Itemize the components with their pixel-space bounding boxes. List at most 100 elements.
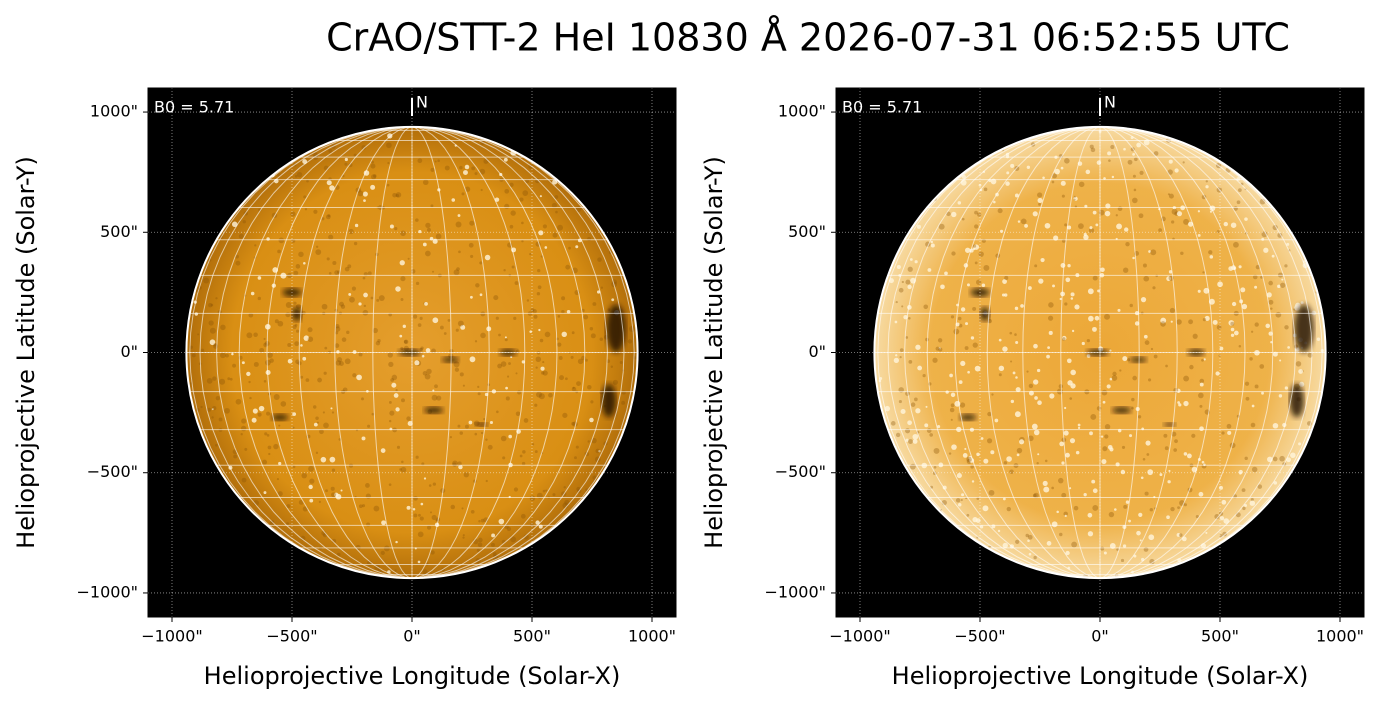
texture — [336, 552, 341, 557]
texture — [935, 346, 940, 351]
texture — [1148, 534, 1155, 541]
texture — [209, 339, 216, 346]
texture — [1204, 315, 1210, 321]
texture — [471, 166, 476, 171]
texture — [1168, 193, 1174, 199]
texture — [218, 417, 223, 422]
texture — [1110, 144, 1115, 150]
texture — [566, 309, 571, 314]
texture — [278, 237, 285, 244]
texture — [540, 255, 543, 258]
texture — [358, 352, 363, 357]
texture — [292, 465, 296, 469]
texture — [480, 311, 486, 317]
texture — [1251, 404, 1255, 408]
texture — [1033, 492, 1039, 499]
texture — [290, 211, 296, 217]
texture — [1109, 377, 1113, 381]
texture — [535, 366, 538, 369]
texture — [403, 339, 409, 345]
texture — [1170, 506, 1175, 512]
texture — [997, 208, 1003, 214]
texture — [344, 157, 348, 162]
texture — [1087, 512, 1093, 518]
texture — [483, 418, 486, 421]
texture — [1083, 493, 1087, 497]
texture — [257, 276, 262, 280]
texture — [950, 418, 953, 421]
texture — [1026, 370, 1029, 373]
texture — [325, 214, 331, 220]
texture — [1133, 188, 1137, 192]
texture — [1090, 414, 1097, 420]
texture — [909, 258, 913, 261]
y-tick-label: 0" — [808, 342, 826, 361]
texture — [387, 161, 390, 165]
texture — [1145, 440, 1151, 446]
texture — [244, 447, 248, 451]
texture — [468, 242, 474, 248]
texture — [1230, 222, 1237, 228]
plot-frame — [147, 87, 677, 618]
texture — [301, 310, 306, 315]
texture — [1171, 208, 1178, 215]
texture — [538, 230, 544, 236]
texture — [415, 281, 420, 286]
texture — [895, 300, 898, 304]
texture — [1298, 442, 1302, 446]
texture — [980, 437, 984, 440]
texture — [399, 334, 403, 338]
texture — [1134, 157, 1138, 162]
texture — [407, 257, 410, 260]
texture — [332, 261, 337, 266]
texture — [1123, 147, 1126, 151]
texture — [562, 412, 568, 418]
texture — [430, 550, 435, 555]
texture — [321, 303, 328, 310]
texture — [1010, 163, 1015, 168]
texture — [974, 224, 979, 229]
texture — [423, 477, 427, 480]
texture — [451, 198, 456, 202]
texture — [427, 525, 432, 530]
texture — [576, 381, 581, 386]
texture — [986, 438, 993, 444]
texture — [592, 302, 597, 306]
texture — [262, 459, 268, 465]
texture — [491, 533, 496, 538]
texture — [1087, 288, 1094, 295]
texture — [504, 338, 508, 342]
texture — [1048, 315, 1054, 321]
texture — [960, 360, 966, 367]
texture — [961, 217, 965, 221]
texture — [1249, 357, 1253, 361]
texture — [317, 377, 322, 383]
x-tick-label: 500" — [513, 627, 551, 646]
filament — [980, 306, 990, 322]
texture — [484, 254, 491, 261]
texture — [531, 443, 535, 446]
texture — [463, 472, 469, 478]
texture — [938, 347, 941, 350]
filament — [271, 414, 289, 421]
texture — [287, 343, 292, 347]
texture — [1199, 404, 1203, 408]
texture — [1048, 330, 1053, 336]
texture — [1199, 426, 1204, 432]
texture — [1025, 533, 1029, 538]
texture — [383, 545, 390, 552]
texture — [1142, 457, 1146, 461]
texture — [914, 397, 918, 402]
texture — [208, 303, 213, 308]
texture — [326, 257, 330, 261]
texture — [371, 160, 374, 164]
texture — [572, 386, 575, 389]
texture — [529, 495, 536, 501]
texture — [250, 291, 255, 296]
texture — [331, 411, 335, 414]
texture — [399, 260, 405, 266]
texture — [371, 412, 375, 416]
texture — [358, 504, 363, 509]
texture — [912, 433, 919, 440]
texture — [375, 340, 381, 346]
